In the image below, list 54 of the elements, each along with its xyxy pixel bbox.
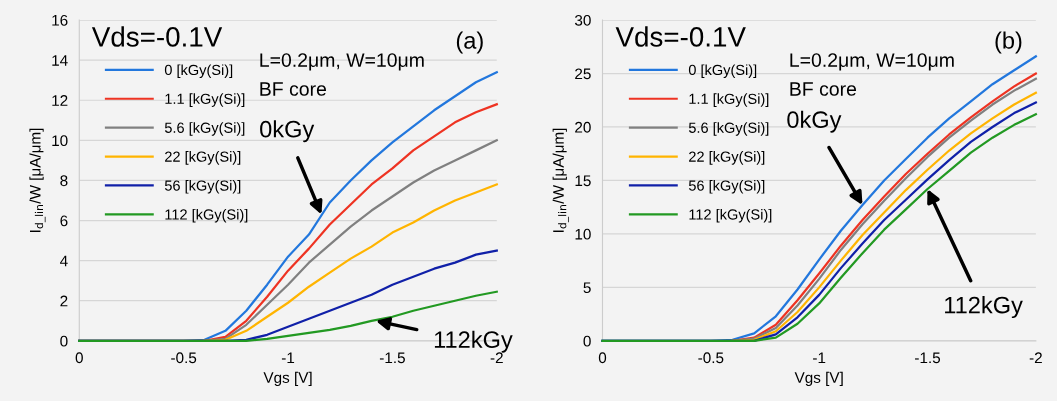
y-tick-label: 14	[52, 55, 68, 66]
y-tick-label: 25	[575, 68, 591, 80]
legend-label: 22 [kGy(Si)]	[689, 151, 765, 165]
legend-label: 0 [kGy(Si)]	[164, 64, 233, 78]
annotation: 112kGy	[434, 330, 513, 353]
x-tick-label: -1.5	[379, 352, 405, 364]
y-tick-label: 16	[52, 14, 68, 26]
annotation: L=0.2μm, W=10μm	[260, 53, 424, 71]
y-tick-label: 2	[60, 295, 68, 307]
y-tick-label: 10	[575, 228, 591, 240]
y-axis-title: I$_{d_lin}$/W [μA/μm]	[552, 128, 569, 232]
x-tick-label: -0.5	[171, 352, 197, 364]
x-tick-label: -0.5	[698, 352, 724, 364]
legend-label: 112 [kGy(Si)]	[165, 208, 248, 223]
annotation: L=0.2μm, W=10μm	[790, 53, 954, 71]
annotation: 0kGy	[787, 110, 842, 133]
x-axis-title: Vgs [V]	[794, 371, 843, 386]
legend-label: 56 [kGy(Si)]	[688, 180, 765, 194]
legend-label: 0 [kGy(Si)]	[688, 64, 757, 78]
annotation: Vds=-0.1V	[91, 26, 223, 47]
x-tick-label: -1	[813, 352, 826, 364]
y-tick-label: 30	[574, 14, 591, 26]
x-axis-title: Vgs [V]	[263, 371, 312, 386]
legend-label: 1.1 [kGy(Si)]	[165, 93, 245, 107]
annotation: (a)	[456, 31, 483, 54]
legend-label: 5.6 [kGy(Si)]	[164, 122, 245, 136]
y-tick-label: 8	[60, 175, 68, 187]
annotation: BF core	[260, 82, 327, 96]
y-tick-label: 12	[52, 95, 68, 106]
x-tick-label: -2	[490, 352, 503, 364]
annotation: Vds=-0.1V	[615, 26, 746, 47]
x-tick-label: -1.5	[915, 352, 941, 364]
annotation: (b)	[995, 31, 1022, 54]
annotation: 0kGy	[260, 120, 315, 143]
y-tick-label: 0	[583, 335, 591, 347]
y-tick-label: 6	[60, 215, 68, 227]
x-tick-label: 0	[598, 352, 607, 364]
y-tick-label: 15	[575, 175, 591, 187]
legend-label: 5.6 [kGy(Si)]	[688, 122, 769, 136]
legend-label: 56 [kGy(Si)]	[164, 180, 241, 194]
annotation: 112kGy	[945, 296, 1023, 319]
y-tick-label: 20	[575, 121, 591, 133]
x-tick-label: -2	[1029, 352, 1042, 364]
x-tick-label: -1	[281, 352, 295, 364]
y-axis-title: I$_{d_lin}$/W [μA/μm]	[29, 128, 46, 232]
legend-label: 1.1 [kGy(Si)]	[689, 93, 769, 107]
legend-label: 22 [kGy(Si)]	[165, 151, 241, 165]
legend-label: 112 [kGy(Si)]	[689, 208, 772, 223]
y-tick-label: 5	[583, 282, 591, 294]
y-tick-label: 0	[60, 335, 68, 347]
y-tick-label: 4	[60, 255, 68, 267]
annotation: BF core	[790, 82, 857, 96]
y-tick-label: 10	[52, 135, 68, 147]
x-tick-label: 0	[75, 352, 83, 364]
